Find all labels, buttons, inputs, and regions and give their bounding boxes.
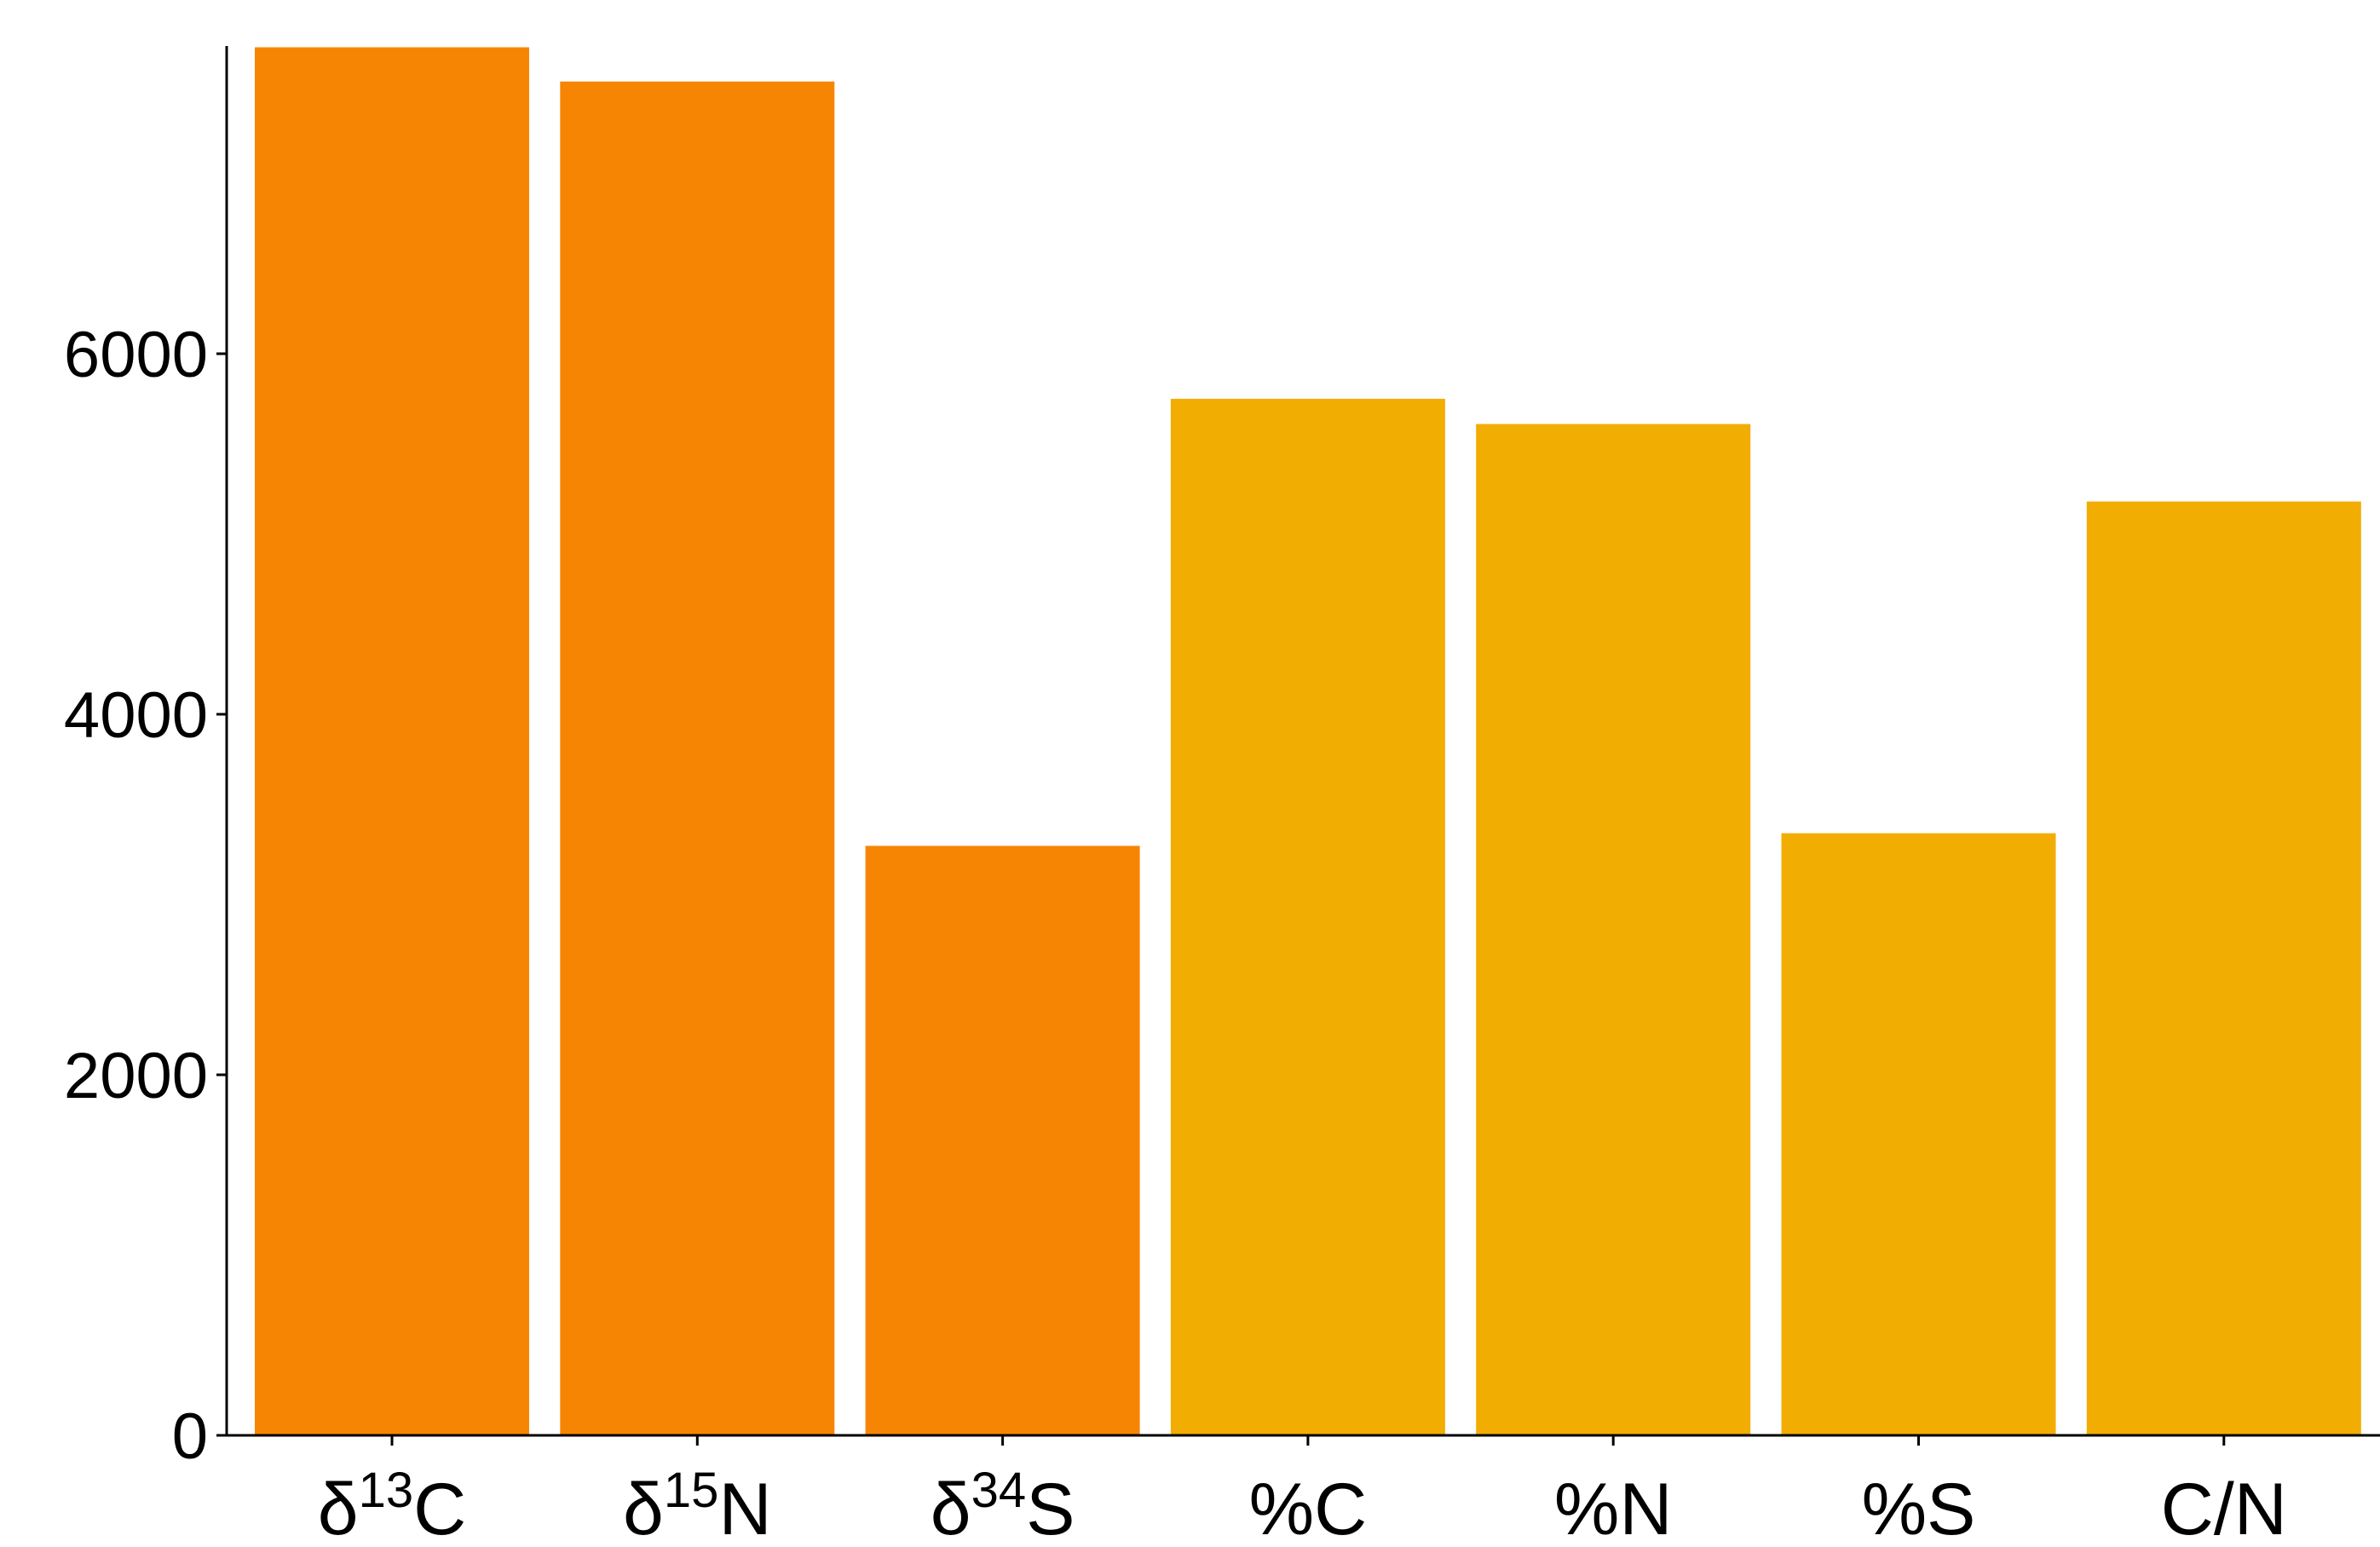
x-category-label: %N <box>1554 1469 1673 1547</box>
x-category-label: δ13C <box>318 1463 467 1547</box>
bar <box>2086 501 2361 1436</box>
y-tick-label: 6000 <box>64 319 208 391</box>
bar <box>255 47 529 1436</box>
bar <box>560 81 835 1435</box>
bar <box>865 846 1140 1435</box>
bar <box>1781 833 2056 1435</box>
bar <box>1170 398 1445 1435</box>
x-axis: δ13C δ15N δ34S %C %N %S C/N <box>225 1434 2380 1547</box>
y-tick-label: 4000 <box>64 679 208 752</box>
x-category-label: δ34S <box>931 1463 1075 1547</box>
bar <box>1476 424 1751 1435</box>
y-tick-label: 2000 <box>64 1040 208 1112</box>
x-category-label: δ15N <box>623 1463 772 1547</box>
x-category-label: %S <box>1862 1469 1976 1547</box>
y-tick-label: 0 <box>172 1400 208 1473</box>
y-axis: 0 2000 4000 6000 <box>64 46 228 1473</box>
x-category-label: C/N <box>2161 1469 2287 1547</box>
bars <box>255 47 2361 1436</box>
x-category-label: %C <box>1249 1469 1368 1547</box>
